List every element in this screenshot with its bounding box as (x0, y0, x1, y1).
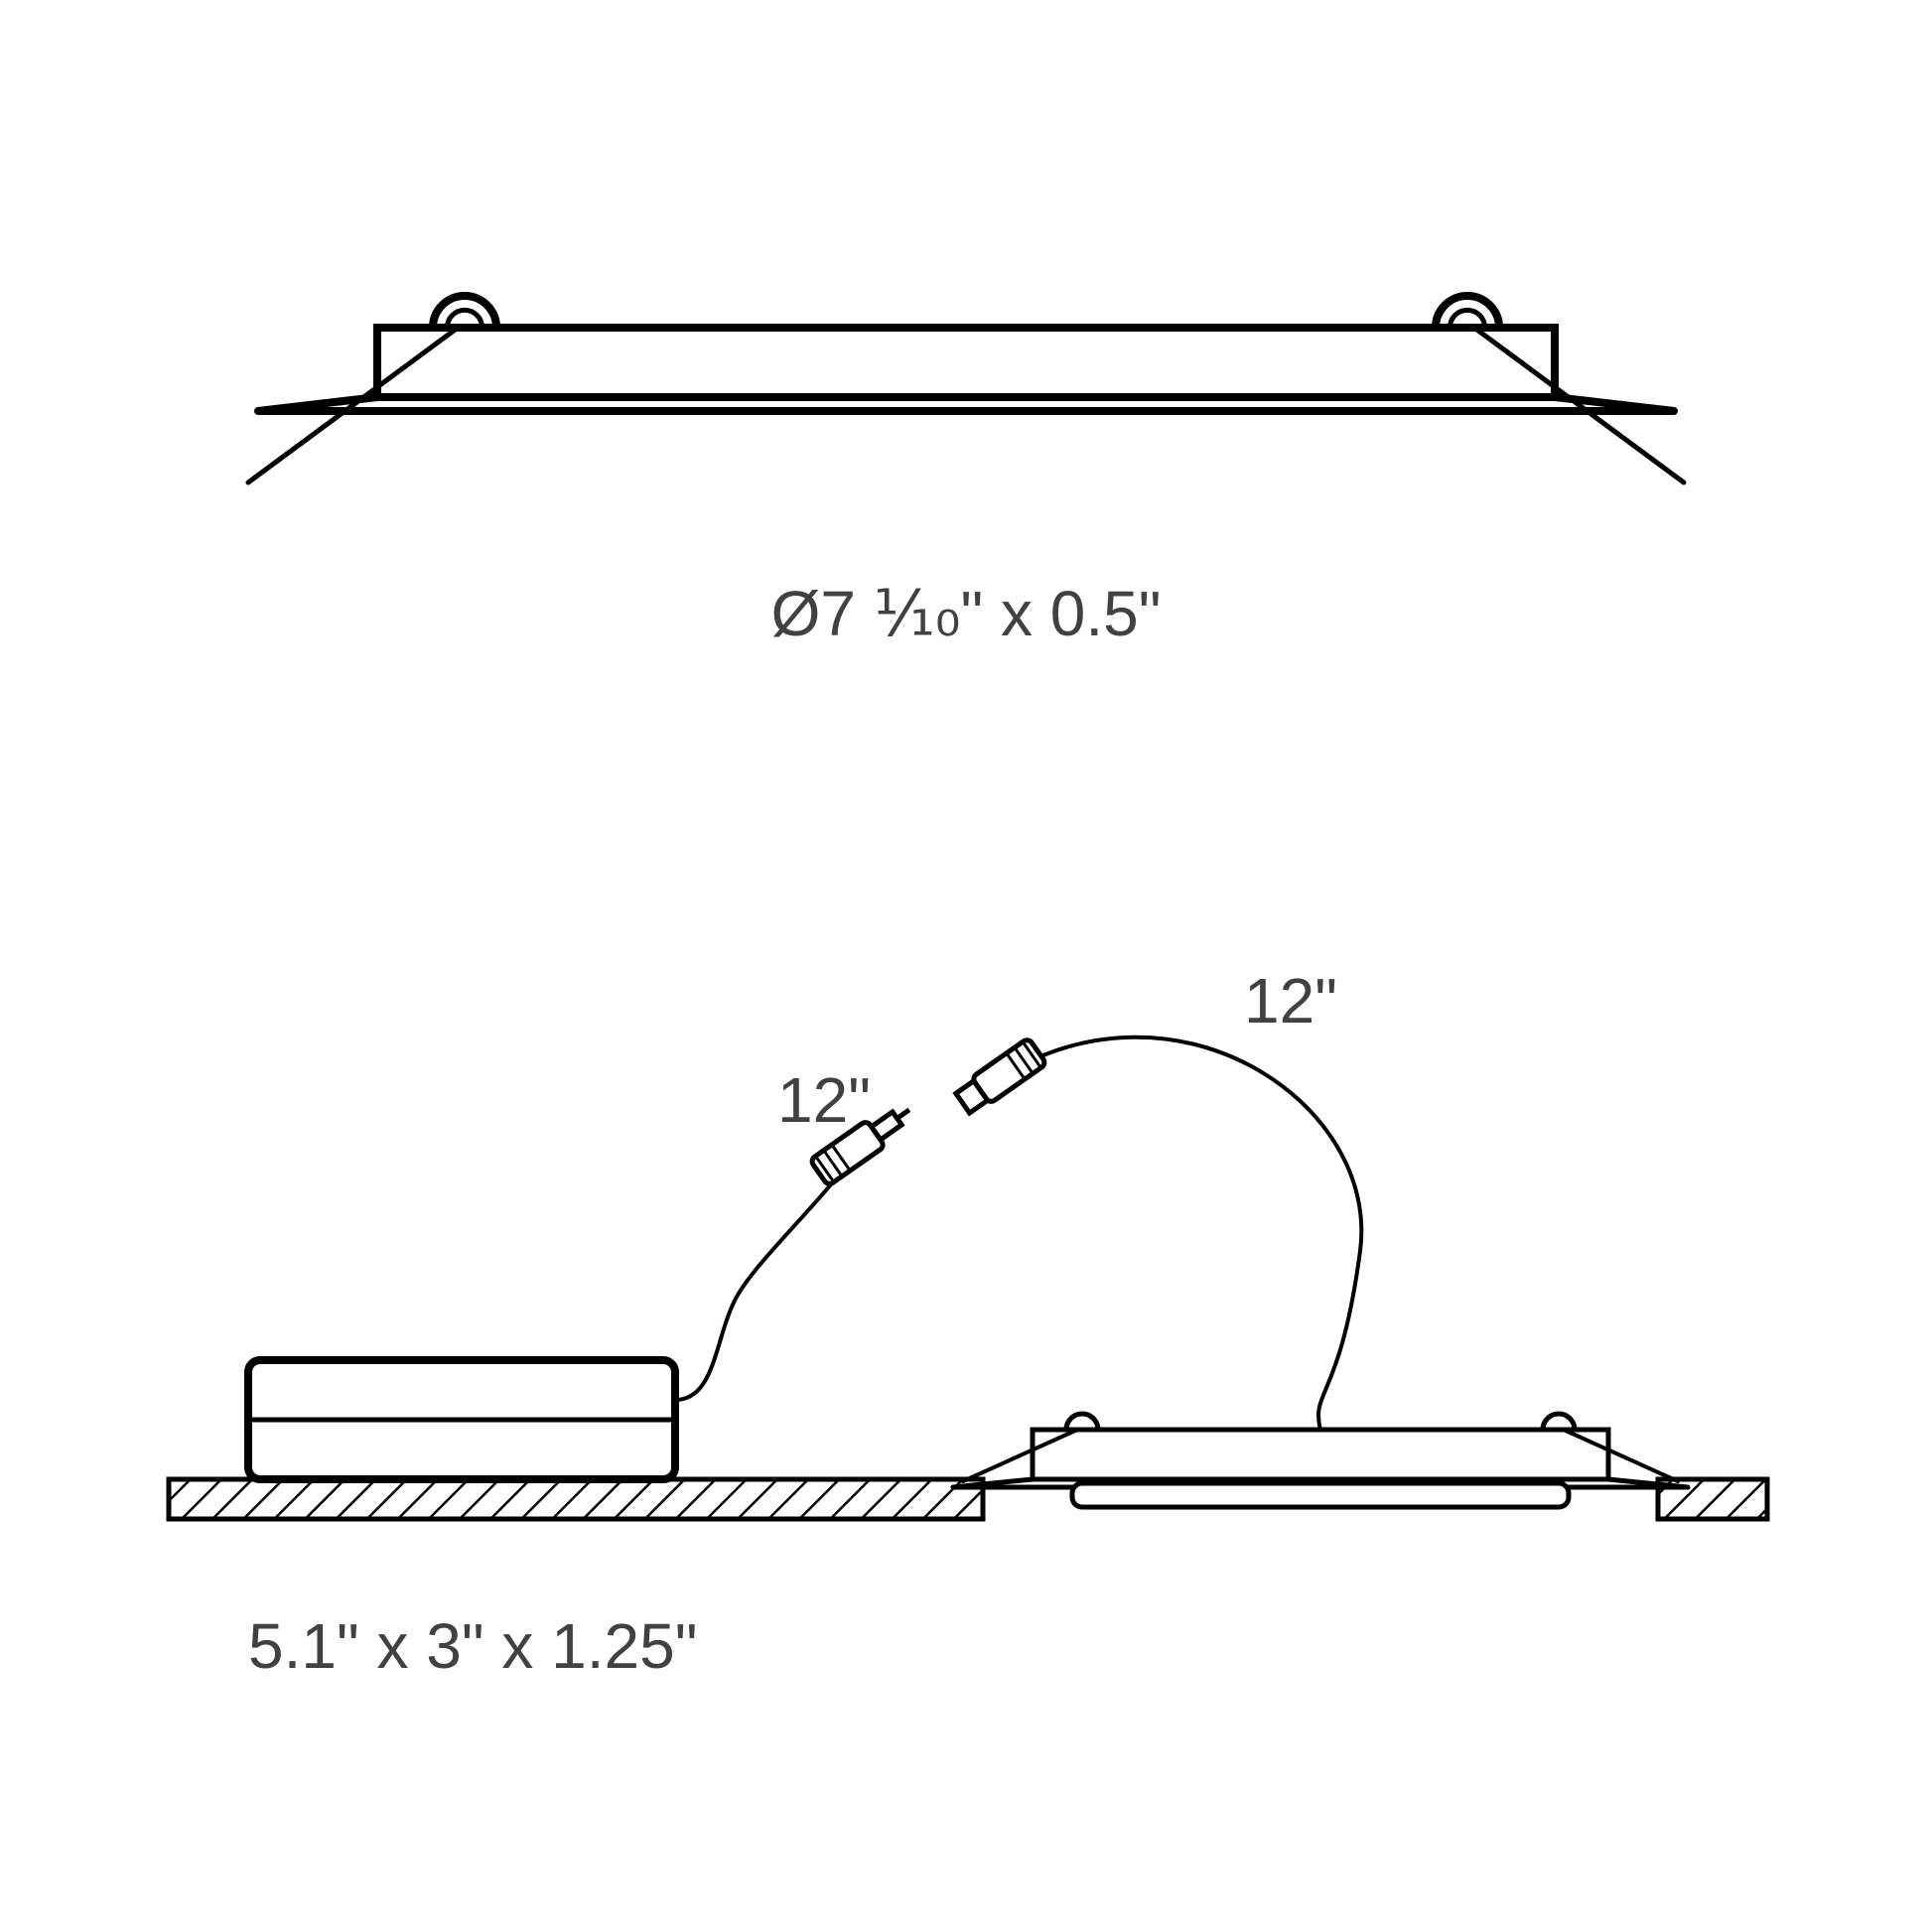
wire-length-right-label: 12" (1244, 965, 1337, 1036)
driver-dimension-label: 5.1" x 3" x 1.25" (248, 1610, 697, 1682)
wire-length-left-label: 12" (777, 1064, 871, 1136)
fixture-dimension-label: Ø7 ⅒" x 0.5" (771, 578, 1162, 649)
